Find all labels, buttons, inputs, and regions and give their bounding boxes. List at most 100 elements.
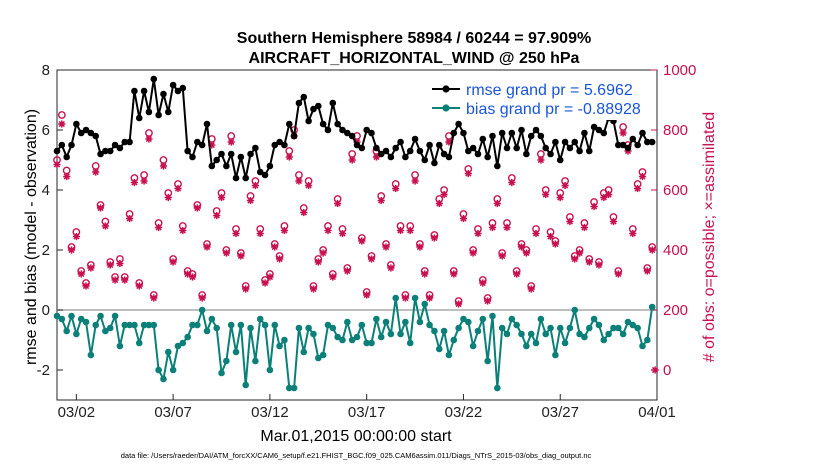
obs-assimilated-point <box>101 222 110 230</box>
rmse-point <box>160 90 167 98</box>
obs-assimilated-point <box>338 229 347 238</box>
rmse-point <box>150 75 158 83</box>
obs-assimilated-point <box>629 229 637 238</box>
bias-point <box>561 339 569 347</box>
rmse-point <box>140 87 148 95</box>
rmse-point <box>460 129 467 137</box>
bias-point <box>610 324 617 332</box>
bias-point <box>392 294 400 302</box>
x-tick-label: 03/12 <box>251 404 289 421</box>
obs-possible-point <box>619 123 628 131</box>
obs-assimilated-point <box>184 270 192 278</box>
rmse-point <box>614 141 622 149</box>
obs-assimilated-point <box>217 193 226 202</box>
rmse-point <box>194 138 201 146</box>
obs-assimilated-point <box>546 232 555 241</box>
obs-assimilated-point <box>126 214 134 223</box>
bias-point <box>314 354 322 362</box>
rmse-point <box>513 144 520 152</box>
obs-assimilated-point <box>537 156 545 164</box>
rmse-point <box>571 138 579 146</box>
obs-assimilated-point <box>406 226 414 235</box>
bias-point <box>310 330 317 338</box>
rmse-point <box>532 126 540 134</box>
bias-point <box>237 321 245 329</box>
obs-assimilated-point <box>72 232 81 241</box>
obs-assimilated-point <box>566 217 574 226</box>
bias-point <box>189 321 196 329</box>
bias-point <box>334 333 341 341</box>
footer-data-file: data file: /Users/raeder/DAI/ATM_forcXX/… <box>121 451 592 460</box>
obs-assimilated-point <box>314 258 322 266</box>
rmse-point <box>387 153 395 161</box>
obs-assimilated-point <box>455 300 463 308</box>
rmse-point <box>523 150 530 158</box>
obs-assimilated-point <box>585 258 593 266</box>
plot-frame <box>56 69 658 401</box>
obs-assimilated-point <box>469 249 477 257</box>
obs-assimilated-point <box>411 177 419 185</box>
bias-point <box>271 321 279 329</box>
rmse-point <box>213 156 220 164</box>
obs-assimilated-point <box>571 255 579 263</box>
bias-point <box>377 333 385 341</box>
obs-assimilated-point <box>401 294 409 302</box>
x-tick-label: 03/27 <box>541 404 579 421</box>
bias-point <box>140 321 148 329</box>
obs-assimilated-point <box>251 181 259 190</box>
obs-assimilated-point <box>651 366 659 374</box>
legend-rmse-label: rmse grand pr = 5.6962 <box>466 82 633 99</box>
obs-assimilated-point <box>227 138 235 146</box>
bias-point <box>629 321 637 329</box>
obs-assimilated-point <box>135 282 143 290</box>
rmse-point <box>155 111 162 119</box>
obs-assimilated-point <box>87 264 95 272</box>
rmse-point <box>261 171 269 179</box>
rmse-point <box>131 87 138 95</box>
rmse-point <box>431 159 438 167</box>
rmse-point <box>329 99 337 107</box>
legend-rmse-marker <box>442 85 450 93</box>
rmse-point <box>319 120 327 128</box>
rmse-point <box>208 162 216 170</box>
obs-possible-point <box>227 132 236 140</box>
obs-assimilated-point <box>421 270 429 278</box>
obs-assimilated-point <box>145 135 153 143</box>
bias-point <box>450 336 458 344</box>
obs-assimilated-point <box>232 229 240 238</box>
bias-point <box>619 330 627 338</box>
obs-assimilated-point <box>363 291 371 299</box>
obs-possible-point <box>285 147 294 155</box>
obs-assimilated-point <box>266 273 274 281</box>
obs-assimilated-point <box>319 249 327 257</box>
obs-assimilated-point <box>435 199 443 208</box>
bias-point <box>169 366 177 374</box>
bias-point <box>281 336 288 344</box>
x-tick-label: 03/22 <box>445 404 483 421</box>
rmse-point <box>203 120 211 128</box>
bias-point <box>58 315 66 323</box>
rmse-point <box>126 138 133 146</box>
obs-assimilated-point <box>459 214 468 223</box>
bias-point <box>387 330 395 338</box>
bias-point <box>232 348 240 356</box>
rmse-point <box>281 141 288 149</box>
bias-point <box>300 348 308 356</box>
rmse-point <box>242 174 250 182</box>
obs-assimilated-point <box>106 261 114 269</box>
bias-point <box>319 351 327 359</box>
obs-assimilated-point <box>464 169 472 178</box>
obs-possible-point <box>295 171 303 179</box>
bias-point <box>644 336 651 344</box>
rmse-point <box>421 156 429 164</box>
obs-assimilated-point <box>517 243 526 251</box>
bias-point <box>305 324 312 332</box>
rmse-point <box>537 132 545 140</box>
rmse-point <box>145 108 153 116</box>
bias-point <box>416 318 424 326</box>
bias-point <box>508 315 516 323</box>
obs-assimilated-point <box>426 294 434 302</box>
y-right-tick-label: 1000 <box>663 62 696 79</box>
obs-assimilated-point <box>508 178 516 187</box>
rmse-point <box>218 150 225 158</box>
